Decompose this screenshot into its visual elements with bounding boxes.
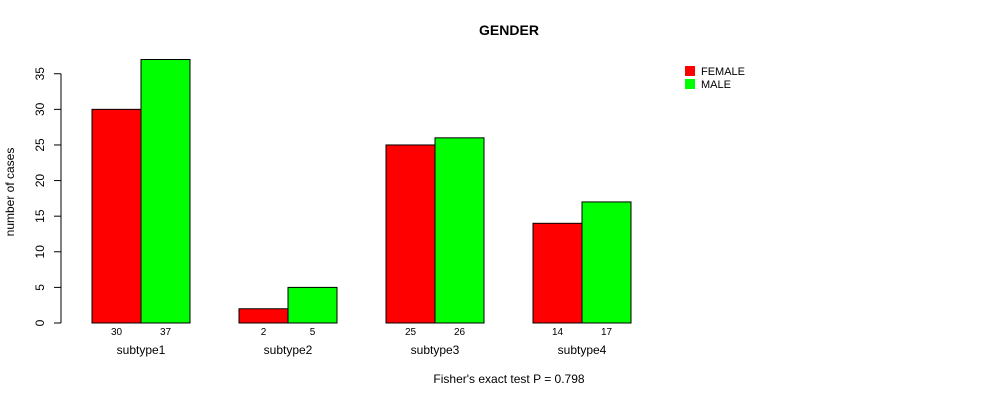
y-tick-label: 20: [33, 174, 47, 188]
y-tick-label: 0: [33, 319, 47, 326]
bar-value-label: 2: [261, 327, 267, 338]
bar-value-label: 5: [310, 327, 316, 338]
bar-male-subtype3: [434, 137, 485, 324]
bar-value-label: 30: [111, 327, 123, 338]
bar-female-subtype2: [238, 308, 289, 324]
y-tick-label: 25: [33, 138, 47, 152]
bar-female-subtype1: [91, 108, 142, 324]
bar-male-subtype2: [287, 286, 338, 324]
y-tick-label: 30: [33, 102, 47, 116]
y-tick-label: 35: [33, 67, 47, 81]
legend-swatch-female: [685, 66, 695, 76]
legend-label-female: FEMALE: [701, 66, 745, 78]
y-axis: 0 5 10 15 20 25 30 35: [33, 67, 62, 326]
bar-value-label: 37: [160, 327, 172, 338]
bar-male-subtype4: [581, 201, 632, 324]
chart-title: GENDER: [479, 22, 539, 38]
y-tick-label: 15: [33, 209, 47, 223]
bar-value-label: 17: [601, 327, 613, 338]
bar-value-label: 25: [405, 327, 417, 338]
bar-male-subtype1: [140, 59, 191, 324]
bar-value-label: 26: [454, 327, 466, 338]
category-label: subtype1: [117, 343, 166, 357]
bar-female-subtype4: [532, 222, 583, 324]
bar-female-subtype3: [385, 144, 436, 324]
legend-label-male: MALE: [701, 79, 731, 91]
category-label: subtype2: [264, 343, 313, 357]
y-tick-label: 5: [33, 284, 47, 291]
bar-value-label: 14: [552, 327, 564, 338]
y-axis-label: number of cases: [3, 148, 17, 237]
category-label: subtype4: [558, 343, 607, 357]
legend-swatch-male: [685, 79, 695, 89]
y-tick-label: 10: [33, 245, 47, 259]
fisher-test-footnote: Fisher's exact test P = 0.798: [433, 372, 584, 386]
category-label: subtype3: [411, 343, 460, 357]
